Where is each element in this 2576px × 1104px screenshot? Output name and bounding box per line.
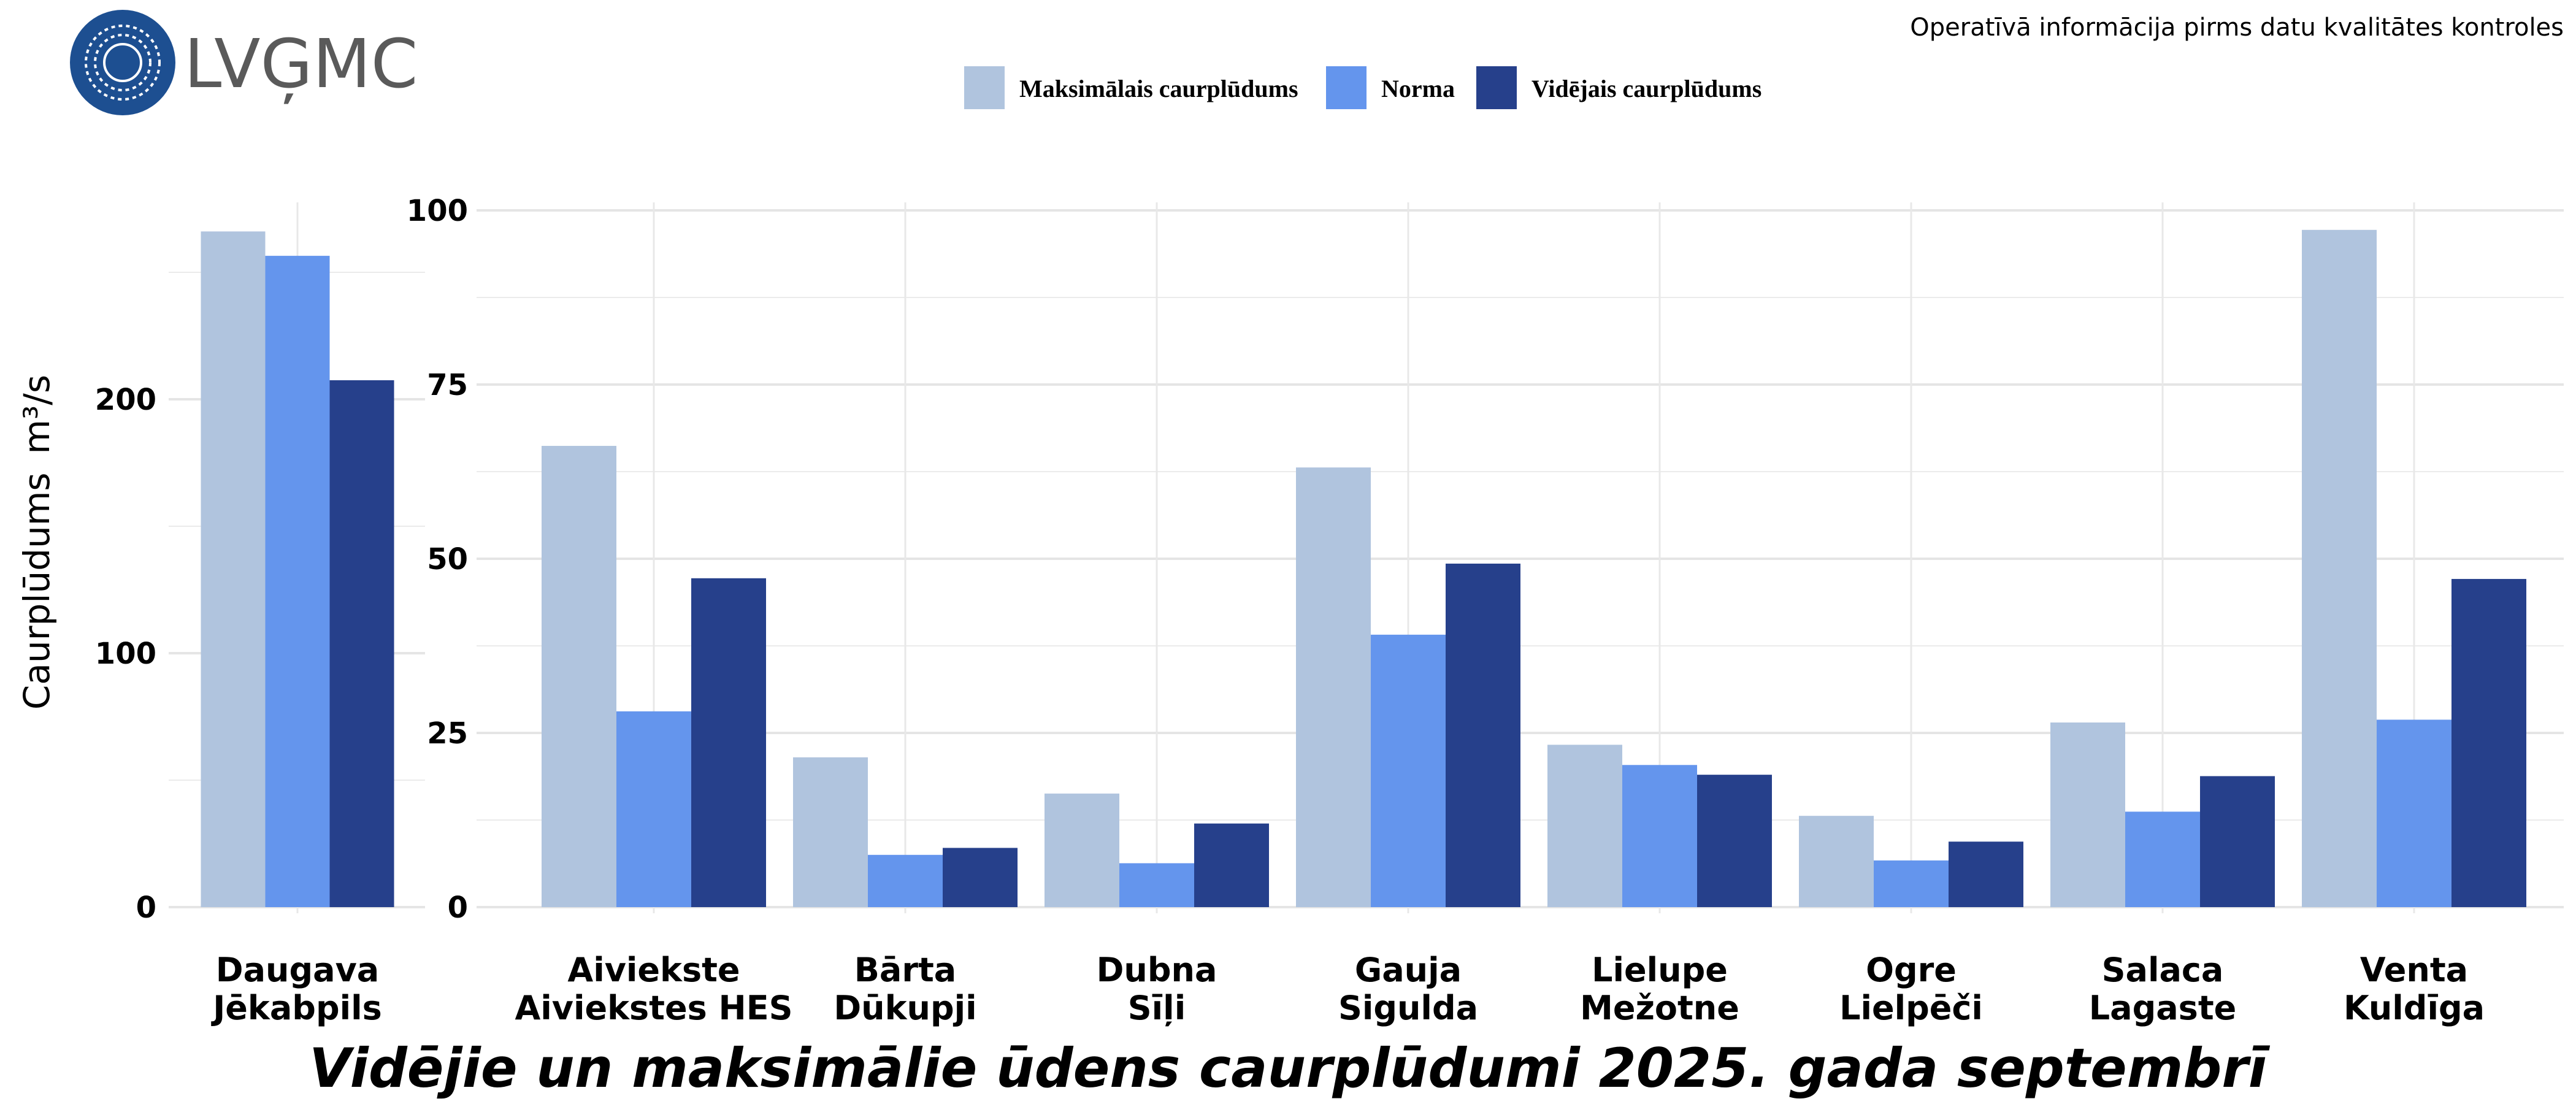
bar-max bbox=[542, 445, 616, 907]
bar-norm bbox=[265, 256, 330, 908]
x-category-label: Sigulda bbox=[1338, 989, 1478, 1027]
legend-label-max: Maksimālais caurplūdums bbox=[1019, 75, 1298, 102]
x-category-label: Gauja bbox=[1355, 951, 1462, 989]
bar-max bbox=[1799, 816, 1874, 907]
y-tick-label: 75 bbox=[427, 368, 468, 402]
x-category-label: Bārta bbox=[854, 951, 956, 989]
legend-label-norm: Norma bbox=[1381, 75, 1455, 102]
x-category-label: Ogre bbox=[1866, 951, 1957, 989]
bar-mean bbox=[2200, 776, 2275, 907]
legend-swatch-max bbox=[964, 66, 1005, 109]
bar-max bbox=[1547, 745, 1622, 907]
y-tick-label: 200 bbox=[95, 383, 156, 417]
bar-mean bbox=[943, 848, 1018, 907]
bar-norm bbox=[1622, 765, 1697, 907]
logo-text: LVĢMC bbox=[184, 25, 418, 104]
bar-norm bbox=[1371, 634, 1446, 907]
bar-max bbox=[1045, 793, 1119, 907]
x-category-label: Lielupe bbox=[1592, 951, 1728, 989]
x-category-label: Jēkabpils bbox=[210, 989, 382, 1027]
y-axis-label: Caurplūdumsm³/s bbox=[16, 375, 58, 710]
x-category-label: Lagaste bbox=[2089, 989, 2237, 1027]
x-category-label: Daugava bbox=[216, 951, 379, 989]
bar-norm bbox=[2377, 719, 2451, 907]
y-tick-label: 25 bbox=[427, 716, 468, 751]
bar-max bbox=[2302, 229, 2377, 908]
x-category-label: Mežotne bbox=[1580, 989, 1739, 1027]
legend-swatch-norm bbox=[1326, 66, 1367, 109]
y-tick-label: 50 bbox=[427, 542, 468, 577]
x-category-label: Lielpēči bbox=[1839, 989, 1983, 1027]
y-tick-label: 0 bbox=[448, 891, 468, 925]
bar-mean bbox=[1949, 841, 2023, 907]
bar-norm bbox=[616, 711, 691, 907]
data-quality-note: Operatīvā informācija pirms datu kvalitā… bbox=[1910, 13, 2564, 42]
x-category-label: Sīļi bbox=[1128, 989, 1186, 1027]
legend-swatch-mean bbox=[1476, 66, 1517, 109]
bar-norm bbox=[2125, 811, 2200, 907]
bar-mean bbox=[1446, 563, 1520, 907]
lvgmc-logo: LVĢMC bbox=[70, 10, 418, 115]
x-category-label: Dūkupji bbox=[834, 989, 976, 1027]
y-tick-label: 0 bbox=[136, 891, 156, 925]
x-category-label: Aiviekstes HES bbox=[515, 989, 792, 1027]
bar-mean bbox=[2451, 578, 2526, 907]
bar-mean bbox=[1697, 775, 1772, 907]
y-tick-label: 100 bbox=[407, 194, 468, 228]
bar-mean bbox=[1194, 823, 1269, 907]
chart-title: Vidējie un maksimālie ūdens caurplūdumi … bbox=[309, 1037, 2271, 1100]
x-category-label: Dubna bbox=[1097, 951, 1217, 989]
bar-max bbox=[793, 757, 868, 907]
y-tick-label: 100 bbox=[95, 637, 156, 671]
bar-norm bbox=[1874, 860, 1949, 907]
legend: Maksimālais caurplūdums Norma Vidējais c… bbox=[964, 66, 1761, 109]
bar-max bbox=[1296, 467, 1371, 907]
bar-norm bbox=[1119, 863, 1194, 907]
bar-mean bbox=[329, 380, 394, 907]
bar-norm bbox=[868, 854, 943, 907]
bar-max bbox=[201, 231, 266, 908]
x-category-label: Aiviekste bbox=[567, 951, 740, 989]
bar-mean bbox=[691, 578, 766, 907]
x-category-label: Venta bbox=[2360, 951, 2468, 989]
legend-label-mean: Vidējais caurplūdums bbox=[1531, 75, 1761, 102]
bar-max bbox=[2050, 722, 2125, 907]
x-category-label: Salaca bbox=[2102, 951, 2224, 989]
x-category-label: Kuldīga bbox=[2344, 989, 2485, 1027]
